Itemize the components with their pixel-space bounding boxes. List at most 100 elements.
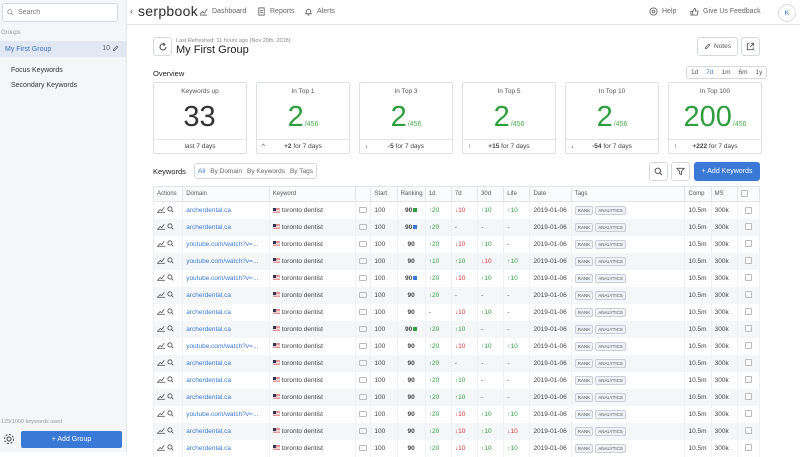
tag-badge[interactable]: RANK — [574, 307, 594, 317]
chart-icon[interactable] — [157, 325, 165, 332]
table-row[interactable]: youtube.com/watch?v=... toronto dentist 10… — [152, 269, 761, 287]
row-checkbox[interactable] — [744, 257, 752, 265]
chart-icon[interactable] — [157, 410, 165, 417]
domain-link[interactable]: archerdental.ca — [182, 422, 270, 440]
tag-badge[interactable]: RANK — [574, 290, 594, 300]
domain-link[interactable]: archerdental.ca — [182, 388, 270, 406]
sidebar-group-my-first-group[interactable]: My First Group 10 — [0, 41, 127, 57]
table-row[interactable]: archerdental.ca toronto dentist 100 90 ↑20 ↓1… — [152, 201, 761, 219]
search-icon[interactable] — [167, 443, 174, 451]
tag-badge[interactable]: RANK — [574, 426, 594, 436]
column-header[interactable]: 30d — [477, 186, 505, 202]
table-row[interactable]: youtube.com/watch?v=... toronto dentist 10… — [152, 405, 761, 423]
search-icon[interactable] — [167, 324, 174, 332]
range-7d[interactable]: 7d — [706, 69, 714, 76]
avatar[interactable]: K — [778, 4, 796, 22]
add-group-button[interactable]: + Add Group — [21, 431, 122, 448]
table-row[interactable]: archerdental.ca toronto dentist 100 90 ↑20 ↑1… — [152, 388, 761, 406]
tag-badge[interactable]: RANK — [574, 341, 594, 351]
column-header[interactable] — [736, 186, 761, 202]
tag-badge[interactable]: RANK — [574, 273, 594, 283]
search-icon[interactable] — [167, 307, 174, 315]
add-keywords-button[interactable]: + Add Keywords — [694, 162, 760, 181]
tag-badge[interactable]: RANK — [574, 409, 594, 419]
search-icon[interactable] — [167, 273, 174, 281]
column-header[interactable]: Tags — [570, 186, 686, 202]
table-row[interactable]: archerdental.ca toronto dentist 100 90 ↑20- -… — [152, 286, 761, 304]
search-icon[interactable] — [167, 409, 174, 417]
row-checkbox[interactable] — [744, 240, 752, 248]
row-checkbox[interactable] — [744, 223, 752, 231]
domain-link[interactable]: youtube.com/watch?v=... — [182, 269, 270, 287]
chart-icon[interactable] — [157, 206, 165, 213]
chart-icon[interactable] — [157, 342, 165, 349]
row-checkbox[interactable] — [744, 342, 752, 350]
domain-link[interactable]: archerdental.ca — [182, 303, 270, 321]
chart-icon[interactable] — [157, 427, 165, 434]
tag-badge[interactable]: RANK — [574, 358, 594, 368]
column-header[interactable]: MS — [710, 186, 738, 202]
search-icon[interactable] — [167, 239, 174, 247]
row-checkbox[interactable] — [744, 274, 752, 282]
row-checkbox[interactable] — [744, 444, 752, 452]
search-input[interactable] — [18, 9, 108, 16]
tag-badge[interactable]: ANALYTICS — [595, 290, 626, 300]
row-checkbox[interactable] — [744, 325, 752, 333]
tag-badge[interactable]: ANALYTICS — [595, 222, 626, 232]
nav-reports[interactable]: Reports — [257, 7, 295, 16]
chart-icon[interactable] — [157, 444, 165, 451]
column-header[interactable]: Domain — [182, 186, 270, 202]
domain-link[interactable]: youtube.com/watch?v=... — [182, 252, 270, 270]
search-box[interactable] — [2, 3, 118, 22]
search-icon[interactable] — [167, 222, 174, 230]
search-icon[interactable] — [167, 341, 174, 349]
search-icon[interactable] — [167, 375, 174, 383]
column-header[interactable]: 7d — [450, 186, 479, 202]
open-external-button[interactable] — [741, 37, 760, 56]
column-header[interactable]: Life — [503, 186, 531, 202]
tab-all[interactable]: All — [198, 167, 206, 175]
domain-link[interactable]: youtube.com/watch?v=... — [182, 235, 270, 253]
range-1y[interactable]: 1y — [755, 69, 763, 76]
search-icon[interactable] — [167, 256, 174, 264]
row-checkbox[interactable] — [744, 393, 752, 401]
table-row[interactable]: youtube.com/watch?v=... toronto dentist 10… — [152, 337, 761, 355]
domain-link[interactable]: youtube.com/watch?v=... — [182, 405, 270, 423]
tab-by-domain[interactable]: By Domain — [210, 167, 243, 175]
domain-link[interactable]: archerdental.ca — [182, 218, 270, 236]
search-keywords-button[interactable] — [649, 162, 668, 181]
search-icon[interactable] — [167, 206, 174, 213]
range-6m[interactable]: 6m — [738, 69, 748, 76]
row-checkbox[interactable] — [744, 410, 752, 418]
chart-icon[interactable] — [157, 376, 165, 383]
chart-icon[interactable] — [157, 308, 165, 315]
table-row[interactable]: youtube.com/watch?v=... toronto dentist 10… — [152, 252, 761, 270]
tab-by-keywords[interactable]: By Keywords — [247, 167, 285, 175]
domain-link[interactable]: archerdental.ca — [182, 320, 270, 338]
column-header[interactable]: Ranking — [396, 186, 426, 202]
table-row[interactable]: archerdental.ca toronto dentist 100 90- ↓10 ↑… — [152, 303, 761, 321]
table-row[interactable]: archerdental.ca toronto dentist 100 90 ↑20 ↑1… — [152, 320, 761, 338]
table-row[interactable]: archerdental.ca toronto dentist 100 90 ↑20- -… — [152, 354, 761, 372]
tag-badge[interactable]: ANALYTICS — [595, 307, 626, 317]
tag-badge[interactable]: ANALYTICS — [595, 392, 626, 402]
chart-icon[interactable] — [157, 257, 165, 264]
tag-badge[interactable]: ANALYTICS — [595, 239, 626, 249]
search-icon[interactable] — [167, 290, 174, 298]
table-row[interactable]: archerdental.ca toronto dentist 100 90 ↑20 ↓1… — [152, 439, 761, 457]
tag-badge[interactable]: RANK — [574, 205, 594, 215]
table-row[interactable]: archerdental.ca toronto dentist 100 90 ↑20 ↑1… — [152, 371, 761, 389]
row-checkbox[interactable] — [744, 359, 752, 367]
nav-feedback[interactable]: Give Us Feedback — [690, 7, 761, 16]
tag-badge[interactable]: ANALYTICS — [595, 358, 626, 368]
chart-icon[interactable] — [157, 223, 165, 230]
chart-icon[interactable] — [157, 274, 165, 281]
collapse-sidebar-icon[interactable]: ‹ — [130, 6, 133, 16]
chart-icon[interactable] — [157, 240, 165, 247]
column-header[interactable]: 1d — [424, 186, 452, 202]
tag-badge[interactable]: RANK — [574, 443, 594, 453]
edit-icon[interactable] — [112, 45, 119, 52]
row-checkbox[interactable] — [744, 427, 752, 435]
domain-link[interactable]: youtube.com/watch?v=... — [182, 337, 270, 355]
tag-badge[interactable]: ANALYTICS — [595, 324, 626, 334]
